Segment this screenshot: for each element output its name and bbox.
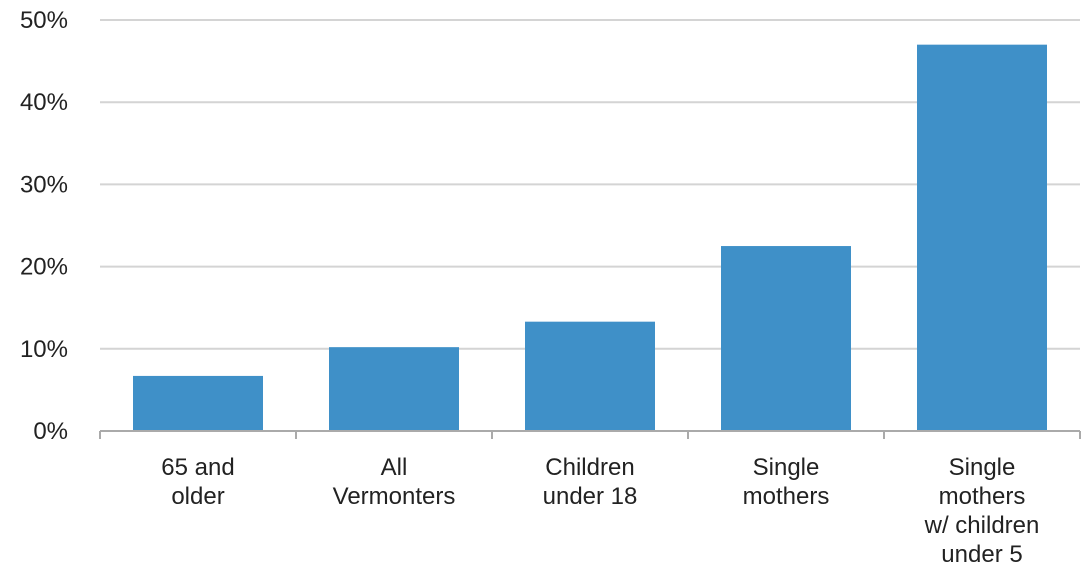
x-category-label-line: older	[171, 483, 224, 510]
x-category-label-line: Children	[545, 454, 634, 481]
x-category-label-line: All	[381, 454, 408, 481]
y-tick-label: 10%	[20, 336, 68, 363]
y-tick-label: 20%	[20, 254, 68, 281]
x-category-label-line: Single	[949, 454, 1016, 481]
x-category-label-line: mothers	[743, 483, 830, 510]
x-category-label: Children under 18	[543, 454, 638, 510]
x-axis	[99, 430, 1081, 439]
x-category-label: All Vermonters	[333, 454, 456, 510]
y-tick-label: 30%	[20, 171, 68, 198]
x-category-label: Single mothers w/ children under 5	[924, 454, 1040, 568]
bar	[917, 44, 1047, 431]
bar	[133, 375, 263, 431]
bar	[329, 347, 459, 431]
x-category-label-line: w/ children	[924, 512, 1040, 539]
bar	[721, 246, 851, 431]
x-category-label: 65 and older	[161, 454, 234, 510]
x-axis-category-labels: 65 and older All Vermonters Children under 18…	[161, 454, 1039, 568]
y-tick-label: 40%	[20, 89, 68, 116]
x-category-label-line: Single	[753, 454, 820, 481]
x-category-label-line: under 5	[941, 541, 1022, 568]
gridlines	[100, 19, 1080, 350]
x-category-label-line: mothers	[939, 483, 1026, 510]
x-category-label-line: 65 and	[161, 454, 234, 481]
x-category-label-line: under 18	[543, 483, 638, 510]
y-tick-label: 50%	[20, 7, 68, 34]
x-category-label: Single mothers	[743, 454, 830, 510]
bars	[133, 44, 1047, 431]
bar	[525, 321, 655, 431]
y-tick-label: 0%	[33, 418, 68, 445]
y-axis-tick-labels: 0% 10% 20% 30% 40% 50%	[20, 7, 68, 445]
x-category-label-line: Vermonters	[333, 483, 456, 510]
